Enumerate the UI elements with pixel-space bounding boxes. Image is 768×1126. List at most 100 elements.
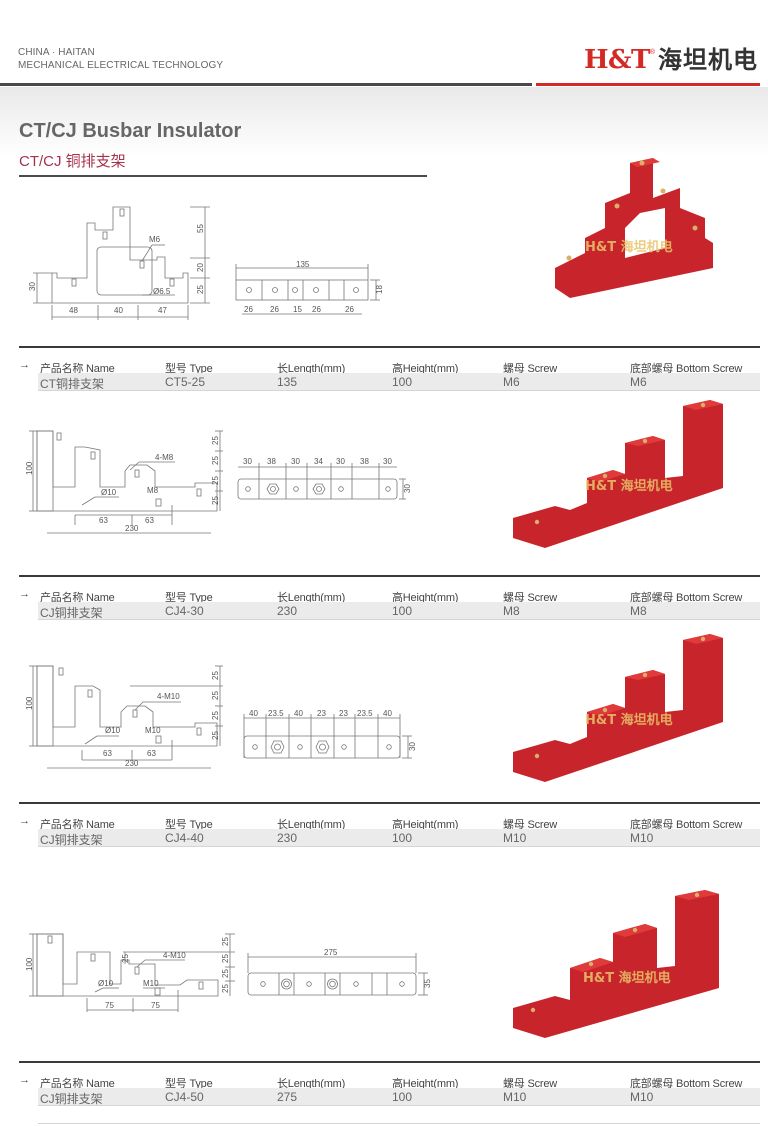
page-subtitle: CT/CJ 铜排支架 xyxy=(19,153,126,170)
header-bottom-screw: 底部螺母 Bottom Screw xyxy=(630,592,743,604)
header-name: 产品名称 Name xyxy=(40,819,115,831)
svg-text:75: 75 xyxy=(105,1001,114,1010)
logo-cn: 海坦机电 xyxy=(658,47,758,74)
svg-text:40: 40 xyxy=(383,709,392,718)
svg-text:55: 55 xyxy=(196,224,205,233)
cell-length: 230 xyxy=(277,604,298,618)
cell-length: 135 xyxy=(277,375,298,389)
svg-text:25: 25 xyxy=(211,476,220,485)
top-view-drawing-cj4-50: 275 35 xyxy=(244,945,434,1000)
svg-text:23.5: 23.5 xyxy=(357,709,373,718)
svg-text:H&T 海坦机电: H&T 海坦机电 xyxy=(585,712,673,728)
header-length: 长Length(mm) xyxy=(277,363,346,375)
svg-text:47: 47 xyxy=(158,306,167,315)
svg-text:M10: M10 xyxy=(143,979,159,988)
svg-text:230: 230 xyxy=(125,524,139,533)
header-screw: 螺母 Screw xyxy=(503,592,558,604)
logo-en: H&T xyxy=(583,45,650,75)
spec-header-row: → 产品名称 Name 型号 Type 长Length(mm) 高Height(… xyxy=(0,352,768,375)
header-band xyxy=(0,87,768,157)
svg-text:15: 15 xyxy=(293,305,302,314)
cell-height: 100 xyxy=(392,604,413,618)
svg-text:100: 100 xyxy=(25,696,34,710)
svg-text:4-M8: 4-M8 xyxy=(155,453,174,462)
arrow-icon: → xyxy=(19,359,30,371)
table-row: CJ铜排支架 CJ4-40 230 100 M10 M10 xyxy=(38,829,760,847)
svg-text:25: 25 xyxy=(221,954,230,963)
arrow-icon: → xyxy=(19,815,30,827)
header-type: 型号 Type xyxy=(165,363,213,375)
header-bottom-screw: 底部螺母 Bottom Screw xyxy=(630,363,743,375)
svg-text:63: 63 xyxy=(99,516,108,525)
svg-text:48: 48 xyxy=(69,306,78,315)
product-photo-cj4-50: H&T 海坦机电 xyxy=(513,890,719,1038)
svg-text:30: 30 xyxy=(336,457,345,466)
svg-text:25: 25 xyxy=(196,285,205,294)
svg-text:34: 34 xyxy=(314,457,323,466)
company-name: CHINA · HAITAN MECHANICAL ELECTRICAL TEC… xyxy=(18,46,223,72)
spec-divider xyxy=(19,575,760,577)
svg-text:40: 40 xyxy=(114,306,123,315)
top-view-drawing-cj4-40: 40 23.5 40 23 23 23.5 40 30 xyxy=(240,708,420,763)
header-type: 型号 Type xyxy=(165,592,213,604)
side-view-drawing-ct5-25: 30 48 40 47 M6 Ø6.5 55 20 25 xyxy=(25,195,215,325)
cell-screw: M10 xyxy=(503,1090,527,1104)
header-height: 高Height(mm) xyxy=(392,1078,459,1090)
table-row: CJ铜排支架 CJ4-50 275 100 M10 M10 xyxy=(38,1088,760,1106)
side-view-drawing-cj4-30: 100 4-M8 M8 Ø10 63 63 230 25 25 25 25 xyxy=(25,425,225,537)
cell-type: CJ4-30 xyxy=(165,604,204,618)
svg-text:Ø6.5: Ø6.5 xyxy=(153,287,171,296)
cell-screw: M10 xyxy=(503,831,527,845)
header-screw: 螺母 Screw xyxy=(503,819,558,831)
page-header: CHINA · HAITAN MECHANICAL ELECTRICAL TEC… xyxy=(0,0,768,90)
footer-divider xyxy=(38,1123,760,1124)
spec-divider xyxy=(19,802,760,804)
product-photo-cj4-40: H&T 海坦机电 xyxy=(513,634,723,782)
svg-text:Ø10: Ø10 xyxy=(98,979,114,988)
cell-name: CJ铜排支架 xyxy=(40,1092,103,1106)
product-photo-cj4-30: H&T 海坦机电 xyxy=(513,400,723,548)
svg-text:18: 18 xyxy=(375,285,384,294)
company-line-1: CHINA · HAITAN xyxy=(18,47,95,58)
svg-text:25: 25 xyxy=(211,731,220,740)
header-height: 高Height(mm) xyxy=(392,363,459,375)
registered-mark: ® xyxy=(649,49,655,56)
header-name: 产品名称 Name xyxy=(40,592,115,604)
brand-logo: H&T ® 海坦机电 xyxy=(584,40,758,75)
svg-text:Ø10: Ø10 xyxy=(105,726,121,735)
header-length: 长Length(mm) xyxy=(277,592,346,604)
svg-text:H&T 海坦机电: H&T 海坦机电 xyxy=(583,970,671,986)
header-screw: 螺母 Screw xyxy=(503,1078,558,1090)
svg-text:25: 25 xyxy=(221,937,230,946)
svg-text:25: 25 xyxy=(121,954,130,963)
arrow-icon: → xyxy=(19,1074,30,1086)
svg-text:25: 25 xyxy=(211,711,220,720)
svg-text:38: 38 xyxy=(267,457,276,466)
svg-text:230: 230 xyxy=(125,759,139,768)
svg-text:30: 30 xyxy=(291,457,300,466)
top-view-drawing-ct5-25: 135 26 26 15 26 26 18 xyxy=(234,258,384,318)
cell-bottom-screw: M10 xyxy=(630,831,654,845)
product-photo-ct5-25: H&T 海坦机电 xyxy=(555,158,713,298)
header-type: 型号 Type xyxy=(165,1078,213,1090)
spec-header-row: → 产品名称 Name 型号 Type 长Length(mm) 高Height(… xyxy=(0,581,768,604)
svg-text:H&T 海坦机电: H&T 海坦机电 xyxy=(585,478,673,494)
svg-text:40: 40 xyxy=(249,709,258,718)
svg-text:25: 25 xyxy=(221,969,230,978)
cell-name: CJ铜排支架 xyxy=(40,606,103,620)
svg-text:25: 25 xyxy=(211,671,220,680)
header-height: 高Height(mm) xyxy=(392,819,459,831)
svg-text:23: 23 xyxy=(317,709,326,718)
top-view-drawing-cj4-30: 30 38 30 34 30 38 30 30 xyxy=(234,455,414,505)
cell-name: CJ铜排支架 xyxy=(40,833,103,847)
spec-divider xyxy=(19,1061,760,1063)
svg-text:M10: M10 xyxy=(145,726,161,735)
svg-text:63: 63 xyxy=(103,749,112,758)
header-length: 长Length(mm) xyxy=(277,1078,346,1090)
header-height: 高Height(mm) xyxy=(392,592,459,604)
svg-text:275: 275 xyxy=(324,948,338,957)
company-line-2: MECHANICAL ELECTRICAL TECHNOLOGY xyxy=(18,60,224,71)
svg-text:35: 35 xyxy=(423,979,432,988)
cell-bottom-screw: M10 xyxy=(630,1090,654,1104)
header-screw: 螺母 Screw xyxy=(503,363,558,375)
